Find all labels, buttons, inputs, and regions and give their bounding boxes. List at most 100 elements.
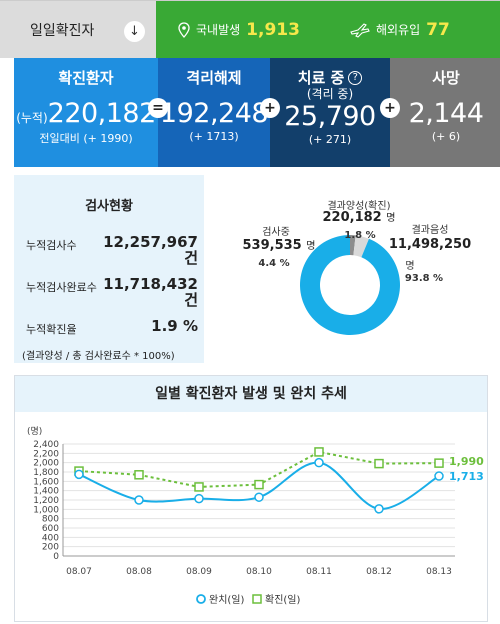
daily-trend-chart: 02004006008001,0001,2001,4001,6001,8002,… bbox=[27, 426, 484, 606]
y-tick-label: 0 bbox=[53, 552, 59, 562]
daily-breakdown: 국내발생 1,913 해외유입 77 bbox=[156, 1, 500, 58]
legend-released-label[interactable]: 완치(일) bbox=[209, 594, 245, 606]
chart-legend: 완치(일) 확진(일) bbox=[196, 594, 301, 606]
y-tick-label: 1,400 bbox=[33, 487, 59, 497]
legend-confirmed-marker bbox=[252, 594, 262, 604]
rate-row: 누적확진율 1.9 % bbox=[26, 317, 198, 337]
test-status-title: 검사현황 bbox=[85, 199, 133, 214]
released-value: 192,248 bbox=[159, 98, 269, 129]
equals-operator: = bbox=[148, 98, 168, 118]
treating-value: 25,790 bbox=[284, 101, 376, 132]
deaths-delta: (+ 6) bbox=[431, 130, 461, 143]
treating-title: 치료 중 bbox=[297, 69, 345, 87]
point-released bbox=[194, 493, 204, 504]
cum-tests-row: 누적검사수 12,257,967 건 bbox=[26, 234, 198, 266]
point-confirmed bbox=[194, 482, 204, 492]
donut-slice-testing bbox=[353, 235, 369, 258]
positive-label: 결과양성(확진) bbox=[327, 201, 391, 212]
negative-label: 결과음성 bbox=[411, 225, 449, 236]
domestic-value: 1,913 bbox=[246, 19, 300, 40]
x-tick-label: 08.07 bbox=[66, 567, 92, 577]
x-tick-label: 08.13 bbox=[426, 567, 452, 577]
y-tick-label: 2,200 bbox=[33, 449, 59, 459]
testing-label: 검사중 bbox=[262, 227, 290, 238]
overseas-value: 77 bbox=[426, 19, 450, 40]
cum-tests-label: 누적검사수 bbox=[26, 239, 77, 252]
released-end-label: 1,713 bbox=[449, 470, 484, 483]
y-tick-label: 2,400 bbox=[33, 440, 59, 450]
summary-stats: 확진환자 (누적) 220,182 전일대비 (+ 1990) 격리해제 192… bbox=[14, 58, 500, 167]
legend-confirmed-label[interactable]: 확진(일) bbox=[265, 594, 301, 606]
daily-trend-chart-panel: 일별 확진환자 발생 및 완치 추세 0 200 400 600 800 1,000 1,2… bbox=[14, 375, 488, 622]
donut-slice-positive bbox=[350, 235, 356, 256]
x-tick-label: 08.11 bbox=[306, 567, 332, 577]
test-results-donut-panel: 결과양성(확진) 220,182 명 1.8 % 검사중 539,535 명 4… bbox=[204, 175, 488, 363]
domestic-item: 국내발생 1,913 bbox=[178, 20, 300, 40]
negative-value: 11,498,250 bbox=[388, 237, 472, 252]
confirmed-title: 확진환자 bbox=[58, 69, 114, 87]
treating-box: 치료 중 ? (격리 중) 25,790 (+ 271) bbox=[270, 58, 390, 167]
x-tick-label: 08.08 bbox=[126, 567, 152, 577]
y-tick-label: 1,600 bbox=[33, 477, 59, 487]
point-released bbox=[254, 492, 264, 502]
rate-value: 1.9 % bbox=[151, 317, 198, 335]
y-unit-label: (명) bbox=[27, 426, 42, 437]
point-released bbox=[434, 471, 444, 481]
point-released bbox=[314, 457, 324, 468]
point-confirmed bbox=[254, 479, 264, 490]
y-tick-label: 200 bbox=[42, 543, 59, 553]
plus-operator-1: + bbox=[260, 98, 280, 118]
y-tick-label: 600 bbox=[42, 524, 59, 534]
y-tick-label: 1,000 bbox=[33, 505, 59, 515]
y-tick-label: 400 bbox=[42, 533, 59, 543]
completed-value: 11,718,432 bbox=[103, 275, 198, 293]
completed-label: 누적검사완료수 bbox=[26, 281, 97, 294]
x-tick-label: 08.09 bbox=[186, 567, 212, 577]
released-delta: (+ 1713) bbox=[189, 130, 239, 143]
chart-title: 일별 확진환자 발생 및 완치 추세 bbox=[15, 376, 487, 412]
point-confirmed bbox=[374, 458, 384, 469]
arrow-down-icon[interactable]: ↓ bbox=[124, 21, 145, 42]
treating-delta: (+ 271) bbox=[308, 133, 352, 146]
negative-unit: 명 bbox=[405, 261, 415, 272]
map-pin-icon bbox=[178, 21, 190, 38]
point-confirmed bbox=[314, 447, 324, 457]
y-tick-label: 2,000 bbox=[33, 459, 59, 469]
confirmed-box: 확진환자 (누적) 220,182 전일대비 (+ 1990) bbox=[14, 58, 158, 167]
released-box: 격리해제 192,248 (+ 1713) bbox=[158, 58, 270, 167]
y-tick-label: 1,200 bbox=[33, 496, 59, 506]
testing-value: 539,535 bbox=[242, 238, 302, 253]
treating-sub: (격리 중) bbox=[306, 87, 354, 101]
point-released bbox=[74, 469, 84, 480]
airplane-icon bbox=[350, 22, 370, 38]
point-released bbox=[134, 495, 144, 505]
positive-value: 220,182 bbox=[322, 210, 382, 225]
negative-pct: 93.8 % bbox=[404, 273, 444, 284]
donut-slice-negative bbox=[300, 235, 400, 335]
positive-unit: 명 bbox=[386, 213, 396, 224]
rate-label: 누적확진율 bbox=[26, 323, 77, 336]
help-icon[interactable]: ? bbox=[348, 70, 363, 85]
deaths-value: 2,144 bbox=[408, 98, 484, 129]
plus-operator-2: + bbox=[380, 98, 400, 118]
x-tick-label: 08.10 bbox=[246, 567, 272, 577]
legend-released-marker bbox=[196, 594, 206, 604]
confirmed-value: 220,182 bbox=[47, 98, 157, 129]
cum-tests-unit: 건 bbox=[184, 249, 198, 267]
daily-confirmed-bar: 일일확진자 ↓ 국내발생 1,913 해외유입 77 bbox=[0, 0, 500, 58]
confirmed-delta: (+ 1990) bbox=[83, 132, 133, 145]
y-tick-label: 1,800 bbox=[33, 468, 59, 478]
confirmed-prefix: (누적) bbox=[16, 111, 48, 125]
completed-row: 누적검사완료수 11,718,432 건 bbox=[26, 276, 198, 308]
point-confirmed bbox=[134, 470, 144, 480]
point-confirmed bbox=[434, 458, 444, 468]
rate-note: (결과양성 / 총 검사완료수 * 100%) bbox=[22, 351, 175, 362]
confirmed-delta-label: 전일대비 bbox=[39, 132, 80, 145]
daily-confirmed-title: 일일확진자 bbox=[30, 22, 95, 39]
positive-pct: 1.8 % bbox=[344, 230, 376, 241]
deaths-title: 사망 bbox=[432, 69, 460, 87]
y-tick-label: 800 bbox=[42, 515, 59, 525]
test-status-panel: 검사현황 누적검사수 12,257,967 건 누적검사완료수 11,718,4… bbox=[14, 175, 204, 363]
testing-pct: 4.4 % bbox=[258, 258, 290, 269]
daily-confirmed-label-cell: 일일확진자 ↓ bbox=[0, 1, 156, 58]
